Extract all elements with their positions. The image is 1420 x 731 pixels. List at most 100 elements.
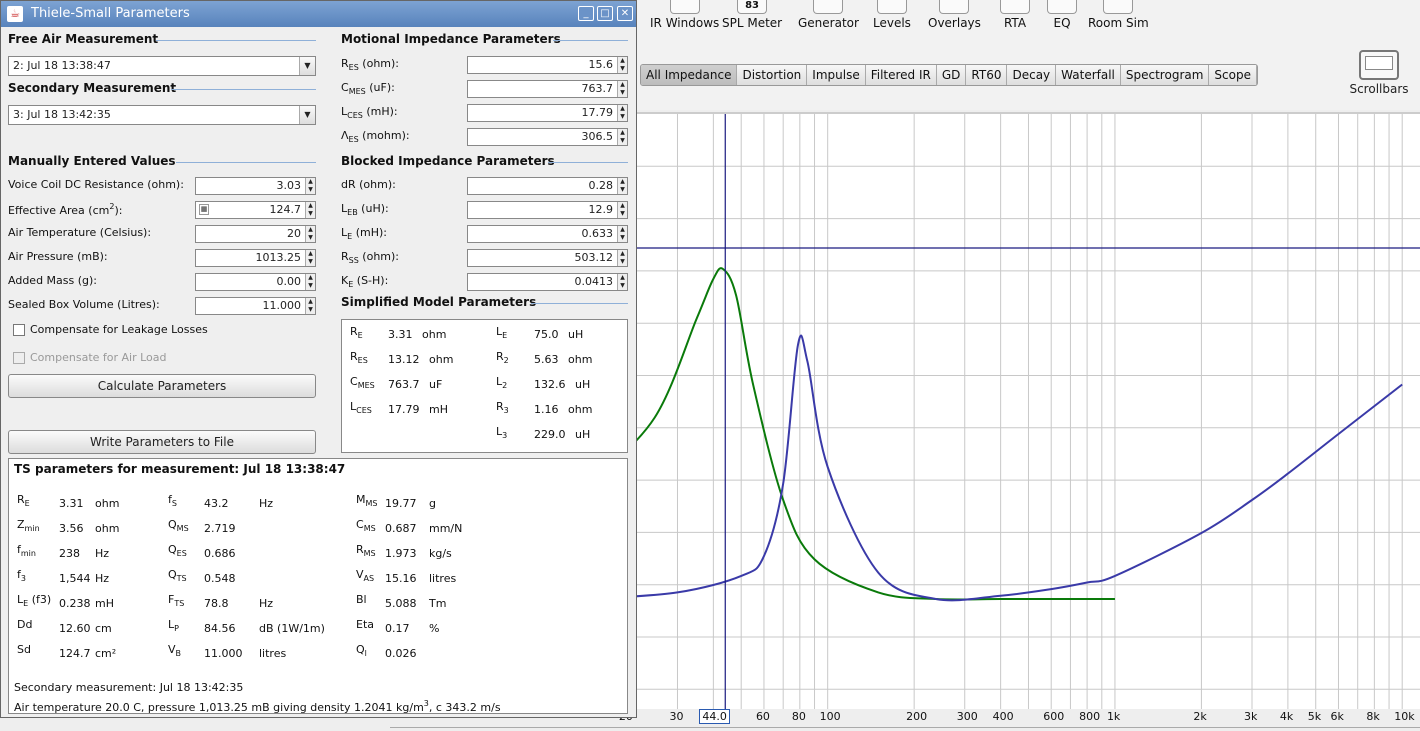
calculator-icon[interactable]: ▦ bbox=[199, 204, 209, 215]
toolbar-button-overlays[interactable]: Overlays bbox=[928, 0, 981, 30]
secondary-line: Secondary measurement: Jul 18 13:42:35 bbox=[14, 681, 244, 694]
spinner-arrows-icon[interactable]: ▲ ▼ bbox=[617, 129, 627, 145]
ts-value: 0.238 bbox=[59, 597, 91, 610]
tab-filtered-ir[interactable]: Filtered IR bbox=[865, 65, 937, 85]
spinner-arrows-icon[interactable]: ▲ ▼ bbox=[305, 274, 315, 290]
spinner-arrows-icon[interactable]: ▲ ▼ bbox=[617, 81, 627, 97]
manual-input[interactable]: 0.00 ▲ ▼ bbox=[195, 273, 316, 291]
leakage-checkbox[interactable] bbox=[13, 324, 25, 336]
spinner-arrows-icon[interactable]: ▲ ▼ bbox=[617, 274, 627, 290]
toolbar-button-levels[interactable]: Levels bbox=[873, 0, 911, 30]
param-label: LE (mH): bbox=[341, 226, 387, 241]
param-input[interactable]: 503.12 ▲ ▼ bbox=[467, 249, 628, 267]
maximize-icon[interactable]: □ bbox=[597, 6, 613, 21]
param-input[interactable]: 0.633 ▲ ▼ bbox=[467, 225, 628, 243]
ts-sym-sub: AS bbox=[363, 574, 375, 583]
spinner-arrows-icon[interactable]: ▲ ▼ bbox=[305, 226, 315, 242]
param-input[interactable]: 0.28 ▲ ▼ bbox=[467, 177, 628, 195]
model-symbol: LCES bbox=[350, 400, 372, 415]
model-sym-sub: 3 bbox=[502, 431, 508, 440]
param-value: 17.79 bbox=[581, 106, 614, 119]
model-value: 1.16 bbox=[534, 403, 559, 416]
dialog-title: Thiele-Small Parameters bbox=[31, 6, 190, 21]
ts-sym-sub: MS bbox=[363, 549, 376, 558]
free-air-select[interactable]: 2: Jul 18 13:38:47 ▼ bbox=[8, 56, 316, 76]
air-line: Air temperature 20.0 C, pressure 1,013.2… bbox=[14, 699, 501, 714]
toolbar-label: Levels bbox=[873, 16, 911, 30]
param-input[interactable]: 15.6 ▲ ▼ bbox=[467, 56, 628, 74]
manual-input[interactable]: 20 ▲ ▼ bbox=[195, 225, 316, 243]
toolbar-button-spl-meter[interactable]: 83 SPL Meter bbox=[722, 0, 782, 30]
toolbar-label: Overlays bbox=[928, 16, 981, 30]
spinner-arrows-icon[interactable]: ▲ ▼ bbox=[617, 226, 627, 242]
spinner-arrows-icon[interactable]: ▲ ▼ bbox=[617, 202, 627, 218]
spinner-arrows-icon[interactable]: ▲ ▼ bbox=[617, 57, 627, 73]
dialog-titlebar[interactable]: ☕ Thiele-Small Parameters _ □ ✕ bbox=[1, 1, 636, 27]
manual-label: Effective Area (cm2): bbox=[8, 202, 123, 217]
write-parameters-button[interactable]: Write Parameters to File bbox=[8, 430, 316, 454]
tab-waterfall[interactable]: Waterfall bbox=[1056, 65, 1121, 85]
param-input[interactable]: 0.0413 ▲ ▼ bbox=[467, 273, 628, 291]
model-unit: ohm bbox=[429, 353, 454, 366]
model-symbol: LE bbox=[496, 325, 507, 340]
spinner-arrows-icon[interactable]: ▲ ▼ bbox=[305, 178, 315, 194]
tab-impulse[interactable]: Impulse bbox=[807, 65, 866, 85]
toolbar-button-ir-windows[interactable]: IR Windows bbox=[650, 0, 719, 30]
minimize-icon[interactable]: _ bbox=[578, 6, 594, 21]
model-value: 3.31 bbox=[388, 328, 413, 341]
spinner-arrows-icon[interactable]: ▲ ▼ bbox=[305, 202, 315, 218]
manual-input[interactable]: 3.03 ▲ ▼ bbox=[195, 177, 316, 195]
tab-spectrogram[interactable]: Spectrogram bbox=[1120, 65, 1210, 85]
cursor-frequency-label[interactable]: 44.0 bbox=[699, 709, 730, 724]
tab-all-impedance[interactable]: All Impedance bbox=[641, 65, 738, 85]
spinner-arrows-icon[interactable]: ▲ ▼ bbox=[617, 178, 627, 194]
ts-value: 1,544 bbox=[59, 572, 91, 585]
ts-sym: fS bbox=[168, 493, 177, 508]
param-symbol-sub: SS bbox=[348, 256, 359, 265]
toolbar-button-eq[interactable]: EQ bbox=[1047, 0, 1077, 30]
param-symbol: RSS bbox=[341, 250, 359, 265]
param-input[interactable]: 306.5 ▲ ▼ bbox=[467, 128, 628, 146]
ts-symbol: Bl bbox=[356, 593, 367, 606]
toolbar-button-generator[interactable]: Generator bbox=[798, 0, 859, 30]
param-unit: (mohm): bbox=[358, 129, 410, 142]
chevron-down-icon: ▼ bbox=[299, 57, 315, 75]
toolbar-button-room-sim[interactable]: Room Sim bbox=[1088, 0, 1149, 30]
param-input[interactable]: 12.9 ▲ ▼ bbox=[467, 201, 628, 219]
spinner-arrows-icon[interactable]: ▲ ▼ bbox=[305, 298, 315, 314]
param-symbol: LCES bbox=[341, 105, 363, 120]
ts-sym: VAS bbox=[356, 568, 375, 583]
ts-sym: FTS bbox=[168, 593, 185, 608]
manual-input[interactable]: ▦ 124.7 ▲ ▼ bbox=[195, 201, 316, 219]
secondary-select[interactable]: 3: Jul 18 13:42:35 ▼ bbox=[8, 105, 316, 125]
tab-decay[interactable]: Decay bbox=[1007, 65, 1057, 85]
manual-input[interactable]: 11.000 ▲ ▼ bbox=[195, 297, 316, 315]
ts-sym: MMS bbox=[356, 493, 378, 508]
airload-checkbox[interactable] bbox=[13, 352, 25, 364]
param-input[interactable]: 17.79 ▲ ▼ bbox=[467, 104, 628, 122]
param-symbol: dR bbox=[341, 178, 356, 191]
ts-sym: Zmin bbox=[17, 518, 40, 533]
ts-unit: kg/s bbox=[429, 547, 452, 560]
free-air-value: 2: Jul 18 13:38:47 bbox=[13, 59, 111, 72]
tab-rt60[interactable]: RT60 bbox=[966, 65, 1008, 85]
tab-scope[interactable]: Scope bbox=[1209, 65, 1257, 85]
model-symbol: RES bbox=[350, 350, 368, 365]
x-tick-label: 300 bbox=[956, 710, 978, 723]
tab-distortion[interactable]: Distortion bbox=[737, 65, 808, 85]
model-unit: uF bbox=[429, 378, 443, 391]
param-label: RSS (ohm): bbox=[341, 250, 399, 265]
tab-gd[interactable]: GD bbox=[936, 65, 967, 85]
spinner-arrows-icon[interactable]: ▲ ▼ bbox=[305, 250, 315, 266]
manual-input[interactable]: 1013.25 ▲ ▼ bbox=[195, 249, 316, 267]
ts-value: 19.77 bbox=[385, 497, 417, 510]
toolbar-button-rta[interactable]: RTA bbox=[1000, 0, 1030, 30]
spinner-arrows-icon[interactable]: ▲ ▼ bbox=[617, 250, 627, 266]
calculate-parameters-button[interactable]: Calculate Parameters bbox=[8, 374, 316, 398]
ts-value: 0.548 bbox=[204, 572, 236, 585]
close-icon[interactable]: ✕ bbox=[617, 6, 633, 21]
impedance-graph[interactable] bbox=[636, 112, 1420, 709]
scrollbars-button[interactable]: Scrollbars bbox=[1348, 50, 1410, 96]
param-input[interactable]: 763.7 ▲ ▼ bbox=[467, 80, 628, 98]
spinner-arrows-icon[interactable]: ▲ ▼ bbox=[617, 105, 627, 121]
